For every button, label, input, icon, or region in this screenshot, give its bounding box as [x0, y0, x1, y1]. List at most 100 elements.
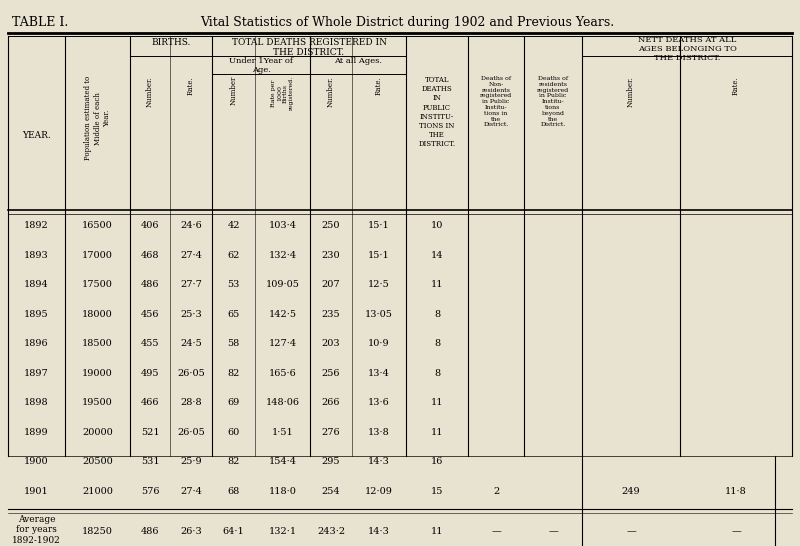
Text: Population estimated to
Middle of each
Year.: Population estimated to Middle of each Y…: [84, 76, 110, 160]
Text: 60: 60: [227, 428, 240, 437]
Text: 64·1: 64·1: [222, 527, 244, 537]
Text: 15: 15: [431, 486, 443, 496]
Text: 15·1: 15·1: [368, 221, 390, 230]
Text: 148·06: 148·06: [266, 398, 299, 407]
Text: 27·4: 27·4: [180, 486, 202, 496]
Text: 11: 11: [430, 527, 443, 537]
Text: 207: 207: [322, 280, 340, 289]
Text: 13·4: 13·4: [368, 369, 390, 378]
Text: 466: 466: [141, 398, 159, 407]
Text: 26·05: 26·05: [177, 428, 205, 437]
Text: 28·8: 28·8: [180, 398, 202, 407]
Text: —: —: [731, 527, 741, 537]
Text: 13·05: 13·05: [365, 310, 393, 319]
Text: 13·6: 13·6: [368, 398, 390, 407]
Text: 20500: 20500: [82, 457, 113, 466]
Text: 14: 14: [430, 251, 443, 260]
Text: 132·4: 132·4: [269, 251, 297, 260]
Text: Number: Number: [230, 76, 238, 105]
Text: 486: 486: [141, 527, 159, 537]
Text: 42: 42: [227, 221, 240, 230]
Text: 127·4: 127·4: [269, 339, 297, 348]
Text: TOTAL
DEATHS
IN
PUBLIC
INSTITU-
TIONS IN
THE
DISTRICT.: TOTAL DEATHS IN PUBLIC INSTITU- TIONS IN…: [418, 76, 455, 149]
Text: 1·51: 1·51: [272, 428, 294, 437]
Text: 276: 276: [322, 428, 340, 437]
Text: 249: 249: [622, 486, 640, 496]
Text: 82: 82: [227, 369, 240, 378]
Text: 18000: 18000: [82, 310, 113, 319]
Text: 406: 406: [141, 221, 159, 230]
Text: Rate per
1000
Births
registered.: Rate per 1000 Births registered.: [271, 76, 294, 110]
Text: 53: 53: [227, 280, 240, 289]
Text: 15·1: 15·1: [368, 251, 390, 260]
Text: 11: 11: [430, 428, 443, 437]
Text: 18500: 18500: [82, 339, 113, 348]
Text: 19000: 19000: [82, 369, 113, 378]
Text: 20000: 20000: [82, 428, 113, 437]
Text: 495: 495: [141, 369, 159, 378]
Text: 142·5: 142·5: [269, 310, 297, 319]
Text: 1896: 1896: [24, 339, 49, 348]
Text: 235: 235: [322, 310, 340, 319]
Text: 65: 65: [227, 310, 240, 319]
Text: BIRTHS.: BIRTHS.: [151, 38, 190, 47]
Text: 27·4: 27·4: [180, 251, 202, 260]
Text: 16500: 16500: [82, 221, 113, 230]
Text: Average
for years
1892-1902: Average for years 1892-1902: [12, 515, 61, 545]
Text: Vital Statistics of Whole District during 1902 and Previous Years.: Vital Statistics of Whole District durin…: [200, 16, 614, 29]
Text: 11·8: 11·8: [725, 486, 747, 496]
Text: 13·8: 13·8: [368, 428, 390, 437]
Text: 26·3: 26·3: [180, 527, 202, 537]
Text: 18250: 18250: [82, 527, 113, 537]
Text: 14·3: 14·3: [368, 527, 390, 537]
Text: 1892: 1892: [24, 221, 49, 230]
Text: Deaths of
residents
registered
in Public
Institu-
tions
beyond
the
District.: Deaths of residents registered in Public…: [537, 76, 569, 127]
Text: 486: 486: [141, 280, 159, 289]
Text: 17000: 17000: [82, 251, 113, 260]
Text: 250: 250: [322, 221, 340, 230]
Text: 82: 82: [227, 457, 240, 466]
Text: 25·9: 25·9: [180, 457, 202, 466]
Text: NETT DEATHS AT ALL
AGES BELONGING TO
THE DISTRICT.: NETT DEATHS AT ALL AGES BELONGING TO THE…: [638, 36, 737, 62]
Text: —: —: [548, 527, 558, 537]
Text: Number.: Number.: [327, 76, 335, 107]
Text: 531: 531: [141, 457, 159, 466]
Text: 16: 16: [431, 457, 443, 466]
Text: 19500: 19500: [82, 398, 113, 407]
Text: 256: 256: [322, 369, 340, 378]
Text: Deaths of
Non-
residents
registered
in Public
Institu-
tions in
the
District.: Deaths of Non- residents registered in P…: [480, 76, 512, 127]
Text: 1899: 1899: [24, 428, 49, 437]
Text: Rate.: Rate.: [375, 76, 383, 95]
Text: 230: 230: [322, 251, 340, 260]
Text: 1894: 1894: [24, 280, 49, 289]
Text: 10: 10: [431, 221, 443, 230]
Text: Rate.: Rate.: [187, 76, 195, 95]
Text: 58: 58: [227, 339, 240, 348]
Text: At all Ages.: At all Ages.: [334, 57, 382, 65]
Text: 12·09: 12·09: [365, 486, 393, 496]
Text: 11: 11: [430, 398, 443, 407]
Text: 1895: 1895: [24, 310, 49, 319]
Text: 26·05: 26·05: [177, 369, 205, 378]
Text: 24·6: 24·6: [180, 221, 202, 230]
Text: 132·1: 132·1: [269, 527, 297, 537]
Text: —: —: [491, 527, 501, 537]
Text: 62: 62: [227, 251, 240, 260]
Text: 203: 203: [322, 339, 340, 348]
Text: 1893: 1893: [24, 251, 49, 260]
Text: YEAR.: YEAR.: [22, 130, 51, 139]
Text: 24·5: 24·5: [180, 339, 202, 348]
Text: —: —: [626, 527, 636, 537]
Text: 21000: 21000: [82, 486, 113, 496]
Text: 243·2: 243·2: [317, 527, 345, 537]
Text: 68: 68: [227, 486, 240, 496]
Text: 12·5: 12·5: [368, 280, 390, 289]
Text: 165·6: 165·6: [269, 369, 296, 378]
Text: 8: 8: [434, 339, 440, 348]
Text: 295: 295: [322, 457, 340, 466]
Text: 11: 11: [430, 280, 443, 289]
Text: 69: 69: [227, 398, 240, 407]
Text: 1897: 1897: [24, 369, 49, 378]
Text: 521: 521: [141, 428, 159, 437]
Text: 1901: 1901: [24, 486, 49, 496]
